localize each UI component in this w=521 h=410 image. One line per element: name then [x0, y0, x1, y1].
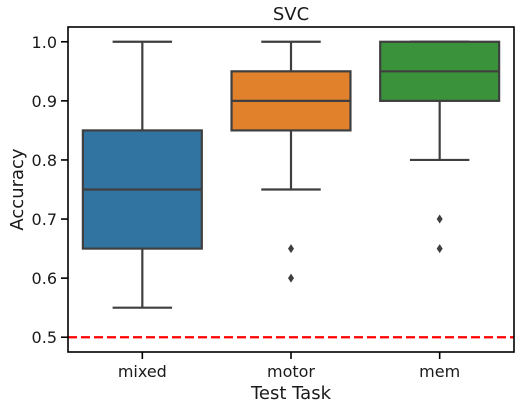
- y-tick-label: 0.7: [32, 210, 57, 229]
- chart-title: SVC: [273, 4, 309, 25]
- outlier-point: [288, 273, 294, 283]
- x-axis-label: Test Task: [250, 383, 332, 404]
- y-tick-label: 0.8: [32, 151, 57, 170]
- y-tick-label: 0.6: [32, 269, 57, 288]
- outlier-point: [436, 244, 443, 254]
- box-group-motor: [230, 40, 352, 283]
- y-tick-label: 1.0: [32, 33, 57, 52]
- x-axis: mixed motor mem: [118, 352, 460, 381]
- plot-area: [68, 40, 514, 339]
- box-group-mem: [379, 40, 501, 254]
- x-tick-label: motor: [267, 362, 315, 381]
- y-tick-label: 0.9: [32, 92, 57, 111]
- outlier-point: [288, 244, 294, 254]
- x-tick-label: mem: [419, 362, 460, 381]
- y-axis: 0.5 0.6 0.7 0.8 0.9 1.0: [32, 33, 68, 347]
- y-tick-label: 0.5: [32, 328, 57, 347]
- x-tick-label: mixed: [118, 362, 167, 381]
- outlier-point: [436, 214, 443, 224]
- box-group-mixed: [81, 40, 203, 309]
- y-axis-label: Accuracy: [7, 148, 28, 231]
